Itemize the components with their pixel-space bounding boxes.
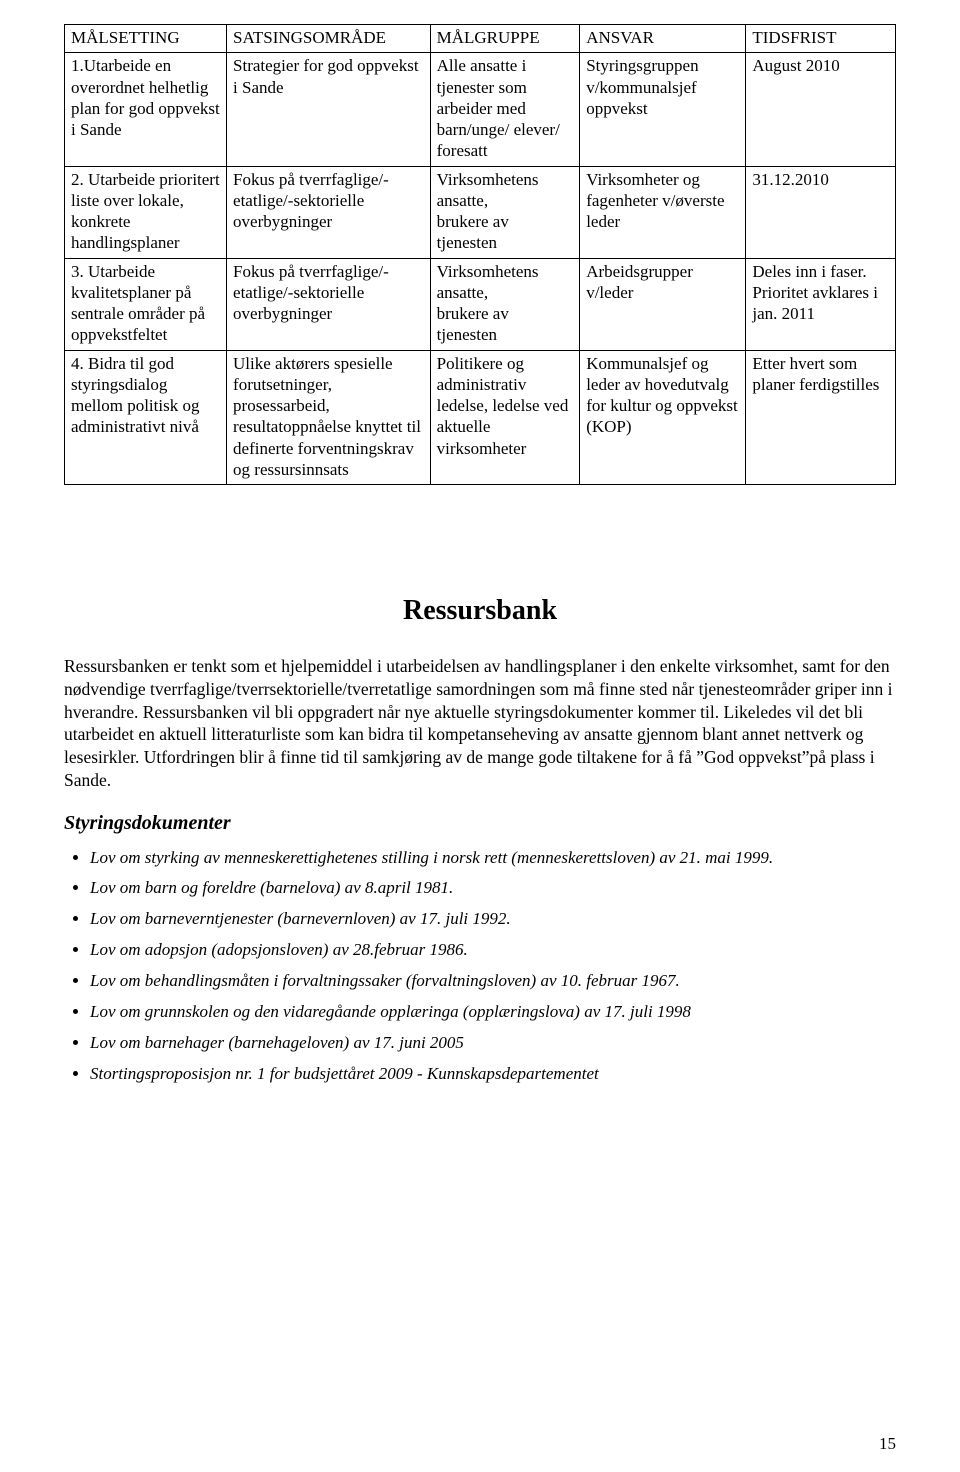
cell: Virksomhetens ansatte, brukere av tjenes…: [430, 166, 580, 258]
table-header-row: MÅLSETTING SATSINGSOMRÅDE MÅLGRUPPE ANSV…: [65, 25, 896, 53]
th-satsingsomrade: SATSINGSOMRÅDE: [227, 25, 431, 53]
laws-list: Lov om styrking av menneskerettighetenes…: [64, 847, 896, 1087]
cell: Etter hvert som planer ferdigstilles: [746, 350, 896, 485]
cell: Deles inn i faser. Prioritet avklares i …: [746, 258, 896, 350]
list-item: Lov om styrking av menneskerettighetenes…: [90, 847, 896, 870]
section-title-ressursbank: Ressursbank: [64, 595, 896, 627]
list-item: Lov om barnehager (barnehageloven) av 17…: [90, 1032, 896, 1055]
list-item: Lov om behandlingsmåten i forvaltningssa…: [90, 970, 896, 993]
cell: Politikere og administrativ ledelse, led…: [430, 350, 580, 485]
list-item: Lov om barneverntjenester (barnevernlove…: [90, 908, 896, 931]
list-item: Stortingsproposisjon nr. 1 for budsjettå…: [90, 1063, 896, 1086]
cell: 3. Utarbeide kvalitetsplaner på sentrale…: [65, 258, 227, 350]
cell: 2. Utarbeide prioritert liste over lokal…: [65, 166, 227, 258]
document-page: MÅLSETTING SATSINGSOMRÅDE MÅLGRUPPE ANSV…: [0, 0, 960, 1472]
subheading-styringsdokumenter: Styringsdokumenter: [64, 812, 896, 835]
cell: Kommunalsjef og leder av hovedutvalg for…: [580, 350, 746, 485]
cell: Fokus på tverrfaglige/-etatlige/-sektori…: [227, 258, 431, 350]
cell: August 2010: [746, 53, 896, 166]
cell: Ulike aktørers spesielle forutsetninger,…: [227, 350, 431, 485]
page-number: 15: [879, 1434, 896, 1454]
table-row: 3. Utarbeide kvalitetsplaner på sentrale…: [65, 258, 896, 350]
cell: 1.Utarbeide en overordnet helhetlig plan…: [65, 53, 227, 166]
cell: Virksomhetens ansatte, brukere av tjenes…: [430, 258, 580, 350]
cell: Fokus på tverrfaglige/-etatlige/-sektori…: [227, 166, 431, 258]
table-row: 4. Bidra til god styringsdialog mellom p…: [65, 350, 896, 485]
th-tidsfrist: TIDSFRIST: [746, 25, 896, 53]
cell: Strategier for god oppvekst i Sande: [227, 53, 431, 166]
table-row: 2. Utarbeide prioritert liste over lokal…: [65, 166, 896, 258]
goals-table: MÅLSETTING SATSINGSOMRÅDE MÅLGRUPPE ANSV…: [64, 24, 896, 485]
cell: Virksomheter og fagenheter v/øverste led…: [580, 166, 746, 258]
cell: 31.12.2010: [746, 166, 896, 258]
cell: 4. Bidra til god styringsdialog mellom p…: [65, 350, 227, 485]
ressursbank-paragraph: Ressursbanken er tenkt som et hjelpemidd…: [64, 655, 896, 792]
cell: Arbeidsgrupper v/leder: [580, 258, 746, 350]
list-item: Lov om adopsjon (adopsjonsloven) av 28.f…: [90, 939, 896, 962]
table-row: 1.Utarbeide en overordnet helhetlig plan…: [65, 53, 896, 166]
cell: Alle ansatte i tjenester som arbeider me…: [430, 53, 580, 166]
th-ansvar: ANSVAR: [580, 25, 746, 53]
cell: Styringsgruppen v/kommunalsjef oppvekst: [580, 53, 746, 166]
list-item: Lov om grunnskolen og den vidaregåande o…: [90, 1001, 896, 1024]
list-item: Lov om barn og foreldre (barnelova) av 8…: [90, 877, 896, 900]
th-malgruppe: MÅLGRUPPE: [430, 25, 580, 53]
th-malsetting: MÅLSETTING: [65, 25, 227, 53]
